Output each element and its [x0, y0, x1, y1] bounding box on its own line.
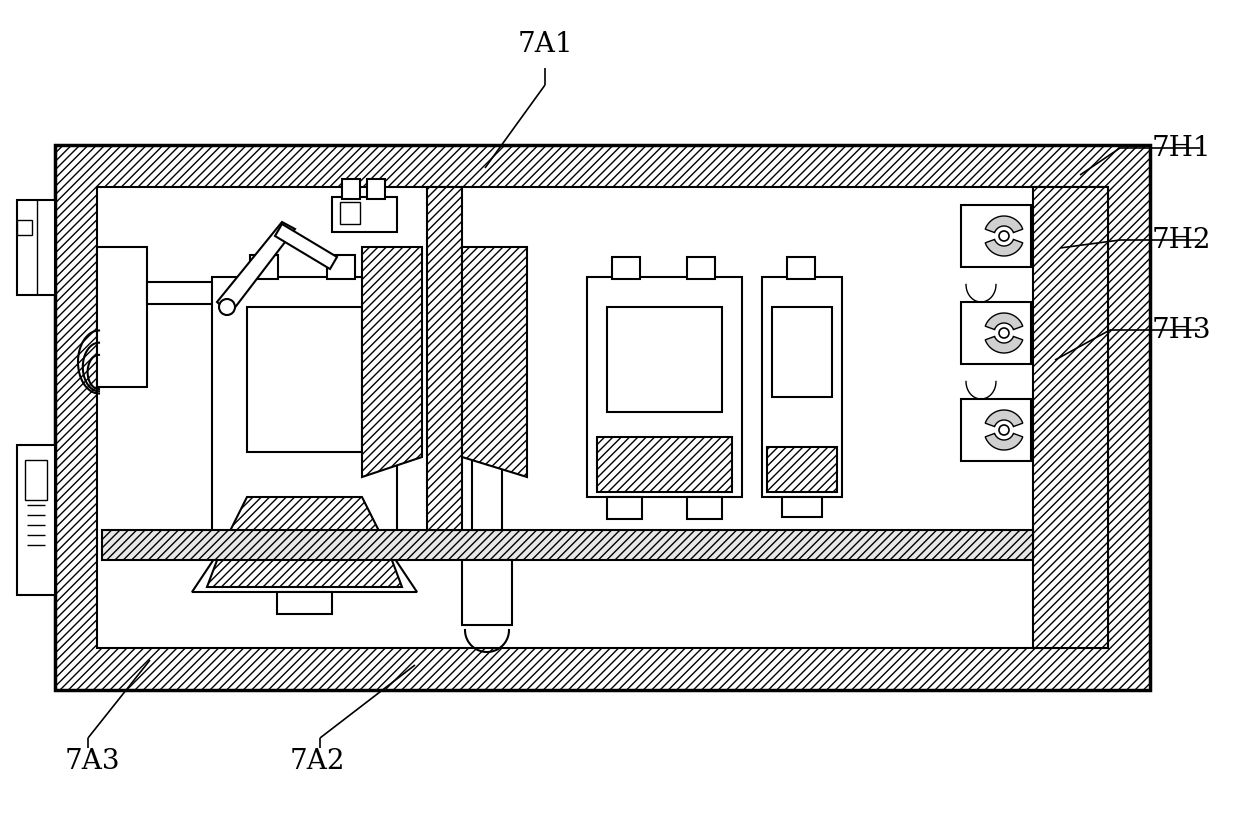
Bar — [367, 179, 384, 199]
Circle shape — [999, 328, 1009, 338]
Bar — [102, 530, 1033, 560]
Polygon shape — [986, 337, 1023, 353]
Bar — [17, 445, 55, 595]
Circle shape — [999, 425, 1009, 435]
Bar — [961, 302, 1030, 364]
Bar — [97, 247, 148, 387]
Polygon shape — [986, 239, 1023, 256]
Bar — [687, 497, 722, 519]
Circle shape — [219, 299, 236, 315]
Bar — [327, 255, 355, 279]
Bar — [787, 257, 815, 279]
Polygon shape — [192, 547, 417, 592]
Bar — [961, 205, 1030, 267]
Bar — [596, 437, 732, 492]
Bar — [25, 460, 47, 500]
Text: 7H1: 7H1 — [1152, 135, 1211, 161]
Bar — [17, 200, 55, 295]
Bar — [763, 277, 842, 497]
Text: 7A3: 7A3 — [64, 748, 120, 775]
Bar — [608, 497, 642, 519]
Circle shape — [999, 231, 1009, 241]
Bar — [427, 187, 463, 530]
Bar — [961, 399, 1030, 461]
Bar — [97, 187, 1109, 648]
Bar — [277, 592, 332, 614]
Bar — [773, 307, 832, 397]
Polygon shape — [217, 222, 295, 314]
Bar — [212, 277, 397, 547]
Polygon shape — [986, 410, 1023, 426]
Bar — [332, 197, 397, 232]
Polygon shape — [986, 313, 1023, 330]
Bar — [472, 357, 502, 530]
Bar — [250, 255, 278, 279]
Polygon shape — [207, 497, 402, 587]
Text: 7A2: 7A2 — [290, 748, 346, 775]
Text: 7A1: 7A1 — [517, 31, 573, 58]
Polygon shape — [463, 247, 527, 477]
Bar — [148, 282, 227, 304]
Bar — [102, 530, 1033, 560]
Polygon shape — [362, 247, 422, 477]
Text: 7H2: 7H2 — [1152, 227, 1211, 253]
Polygon shape — [986, 216, 1023, 233]
Bar — [687, 257, 715, 279]
Bar — [768, 447, 837, 492]
Bar — [608, 307, 722, 412]
Polygon shape — [986, 434, 1023, 450]
Polygon shape — [275, 224, 337, 269]
Text: 7H3: 7H3 — [1152, 317, 1211, 343]
Bar — [247, 307, 362, 452]
Bar — [463, 560, 512, 625]
Bar — [613, 257, 640, 279]
Bar — [1033, 187, 1109, 648]
Bar — [342, 179, 360, 199]
Bar — [55, 145, 1149, 690]
Bar — [17, 220, 32, 235]
Bar — [782, 497, 822, 517]
Bar — [587, 277, 742, 497]
Bar — [340, 202, 360, 224]
